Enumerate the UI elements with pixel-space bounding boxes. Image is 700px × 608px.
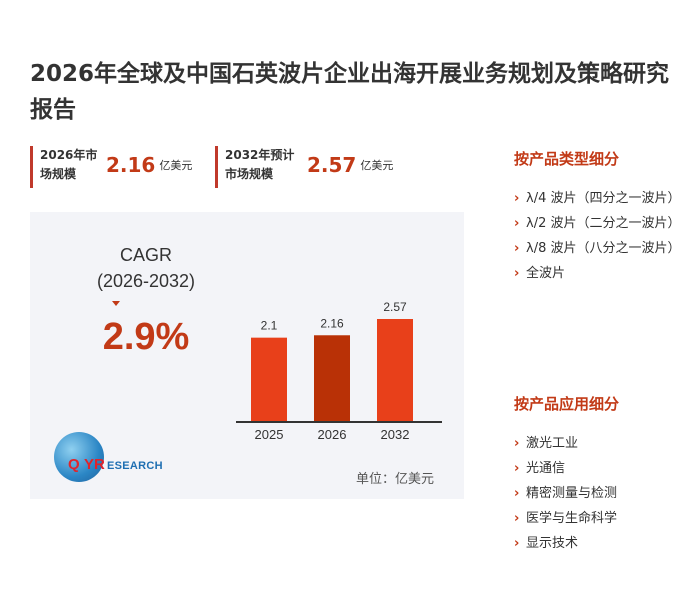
section-heading: 按产品应用细分 xyxy=(514,395,620,413)
chevron-right-icon: › xyxy=(514,461,520,476)
list-item-label: 医学与生命科学 xyxy=(526,511,618,526)
x-tick-label: 2025 xyxy=(255,427,284,442)
chart-panel: CAGR (2026-2032) 2.9% 2.1 2025 2.16 2026 2.5… xyxy=(30,212,464,499)
stat-label: 2032年预计市场规模 xyxy=(225,148,295,181)
segment-by-type: 按产品类型细分 › λ/4 波片（四分之一波片） › λ/2 波片（二分之一波片） … xyxy=(514,148,680,286)
list-item-label: 全波片 xyxy=(526,266,566,281)
application-list: › 激光工业 › 光通信 › 精密测量与检测 › 医学与生命科学 › 显示技术 xyxy=(514,431,674,556)
section-heading: 按产品类型细分 xyxy=(514,150,620,168)
type-list: › λ/4 波片（四分之一波片） › λ/2 波片（二分之一波片） › λ/8 波片（… xyxy=(514,186,680,286)
list-item: › 精密测量与检测 xyxy=(514,481,674,506)
logo-research: ESEARCH xyxy=(107,460,163,472)
segment-by-application: 按产品应用细分 › 激光工业 › 光通信 › 精密测量与检测 › 医学与生命科学 › 显示… xyxy=(514,393,674,556)
stat-unit: 亿美元 xyxy=(159,159,193,172)
list-item: › λ/2 波片（二分之一波片） xyxy=(514,211,680,236)
chevron-right-icon: › xyxy=(514,216,520,231)
list-item-label: 光通信 xyxy=(526,461,566,476)
chevron-right-icon: › xyxy=(514,436,520,451)
chevron-right-icon: › xyxy=(514,486,520,501)
qyresearch-logo: Q YR ESEARCH xyxy=(54,430,194,484)
chevron-right-icon: › xyxy=(514,241,520,256)
list-item-label: λ/8 波片（八分之一波片） xyxy=(526,241,681,256)
list-item: › λ/4 波片（四分之一波片） xyxy=(514,186,680,211)
list-item-label: λ/4 波片（四分之一波片） xyxy=(526,191,681,206)
chevron-right-icon: › xyxy=(514,511,520,526)
cagr-value: 2.9% xyxy=(102,316,190,358)
globe-icon xyxy=(54,432,104,482)
list-item-label: λ/2 波片（二分之一波片） xyxy=(526,216,681,231)
list-item: › 显示技术 xyxy=(514,531,674,556)
cagr-label: CAGR (2026-2032) xyxy=(60,242,232,294)
list-item-label: 精密测量与检测 xyxy=(526,486,618,501)
chevron-right-icon: › xyxy=(514,536,520,551)
unit-note: 单位：亿美元 xyxy=(355,472,434,487)
page-title: 2026年全球及中国石英波片企业出海开展业务规划及策略研究报告 xyxy=(30,61,670,123)
stat-value: 2.57 xyxy=(307,153,357,177)
bar-2025 xyxy=(251,337,287,421)
bar-2032 xyxy=(377,319,413,421)
list-item: › 光通信 xyxy=(514,456,674,481)
list-item: › 医学与生命科学 xyxy=(514,506,674,531)
chevron-right-icon: › xyxy=(514,191,520,206)
list-item: › 激光工业 xyxy=(514,431,674,456)
stat-label: 2026年市场规模 xyxy=(40,148,98,181)
stat-2026-market-size: 2026年市场规模 2.16 亿美元 xyxy=(30,146,192,188)
stat-2032-market-size: 2032年预计市场规模 2.57 亿美元 xyxy=(215,146,393,188)
bar-value-label: 2.57 xyxy=(383,300,407,314)
bar-chart: 2.1 2025 2.16 2026 2.57 2032 xyxy=(236,300,442,442)
list-item: › λ/8 波片（八分之一波片） xyxy=(514,236,680,261)
logo-yr: YR xyxy=(84,456,105,473)
chevron-right-icon: › xyxy=(514,266,520,281)
bar-value-label: 2.1 xyxy=(261,319,278,333)
stat-value: 2.16 xyxy=(106,153,156,177)
cagr-period: (2026-2032) xyxy=(96,271,196,291)
x-tick-label: 2032 xyxy=(381,427,410,442)
list-item: › 全波片 xyxy=(514,261,674,286)
stat-unit: 亿美元 xyxy=(360,159,394,172)
cagr-title: CAGR xyxy=(119,245,172,265)
bar-2026 xyxy=(314,335,350,421)
list-item-label: 激光工业 xyxy=(526,436,579,451)
list-item-label: 显示技术 xyxy=(526,536,579,551)
bar-value-label: 2.16 xyxy=(320,316,344,330)
cagr-arrow-icon xyxy=(112,301,120,306)
x-tick-label: 2026 xyxy=(318,427,347,442)
logo-q: Q xyxy=(68,456,80,473)
